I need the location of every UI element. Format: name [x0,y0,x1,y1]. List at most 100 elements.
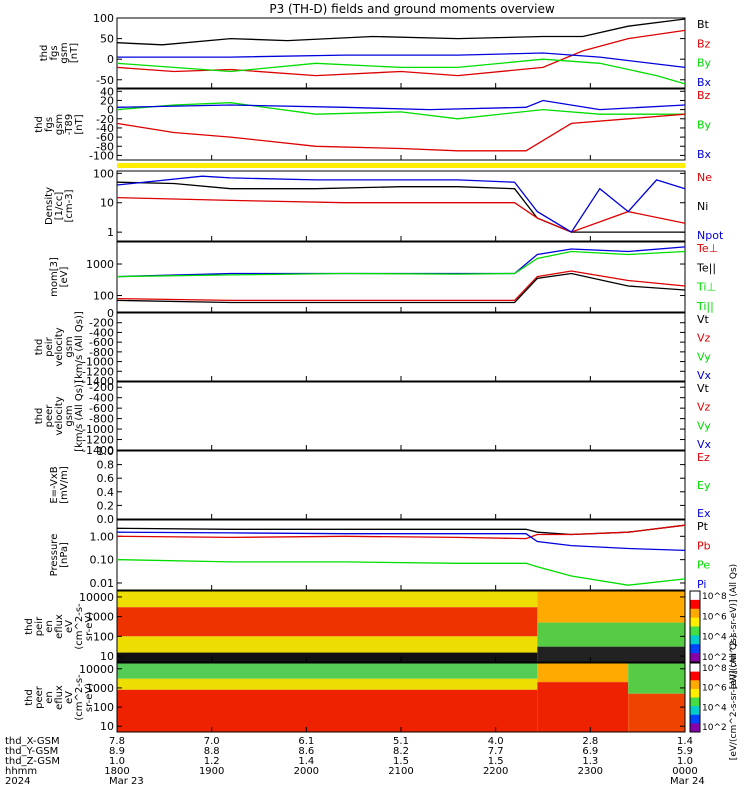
panel-peer-velocity: -200-400-600-800-1000-1200-1400thdpeerve… [34,380,712,457]
y-axis-label-line: [km/s (All Qs)] [74,380,85,452]
y-tick-label: -600 [89,402,114,415]
y-axis-label-line: gsm [64,405,75,426]
y-axis-label-line: [nPa] [59,542,70,568]
y-axis-label-line: en [44,691,55,704]
ephemeris-value: 1800 [104,766,129,777]
spectrogram-band [117,607,538,637]
colorbar-tick-label: 10^4 [702,703,727,713]
legend-entry: By [697,57,712,70]
panel-efield: 1.00.80.60.40.20.0 E=-VxB[mV/m] Ez Ey Ex [49,445,711,526]
colorbar-segment [690,680,700,690]
legend-entry: Bz [697,89,711,102]
colorbar-label: [eV/(cm^2-s-sr-eV)] (All Qs) [729,635,739,760]
y-axis-label-line: E=-VxB [49,466,60,503]
y-tick-label: 0.4 [97,486,115,499]
ephemeris-value: 8.9 [109,746,125,757]
spectrogram-band [537,622,685,647]
ephemeris-row-label: thd_X-GSM [5,736,60,747]
y-axis-label-line: [1/cc] [54,192,65,221]
legend-entry: Vy [697,350,711,363]
y-tick-label: 1 [107,226,114,239]
ephemeris-row-label: hhmm [5,766,37,777]
y-tick-label: -40 [96,122,114,135]
legend-entry: Pb [697,539,711,552]
ephemeris-value: 2000 [294,766,319,777]
series-bt [116,18,686,46]
colorbar-segment [690,706,700,716]
colorbar-segment [690,617,700,627]
legend-entry: Bx [697,76,712,89]
y-axis-label-line: eflux [54,614,65,639]
legend-entry: By [697,119,712,132]
legend-entry: Vx [697,438,712,451]
ephemeris-value: 7.7 [488,746,504,757]
y-tick-label: 10000 [79,591,114,604]
series-bz [116,113,686,152]
series-te [116,270,686,302]
y-tick-label: -1000 [82,423,114,436]
y-axis-label-line: thd [24,618,35,635]
y-axis-label: Pressure[nPa] [49,534,70,577]
legend-entry: Vx [697,369,712,382]
series-pe [116,558,686,586]
legend-entry: Te⊥ [696,242,718,255]
colorbar-segment [690,626,700,636]
colorbar: 10^8 10^6 10^4 10^2 [eV/(cm^2-s-sr-eV)] (All… [689,564,739,689]
ephemeris-value: 4.0 [488,736,504,747]
y-tick-label: -800 [89,413,114,426]
colorbar-tick-label: 10^6 [702,612,727,622]
colorbar-segment [690,591,700,601]
spectrogram-band [117,689,538,732]
y-tick-label: -200 [89,381,114,394]
y-tick-label: 1000 [86,611,114,624]
panel-frame [116,312,686,382]
legend-entry: Ne [697,171,712,184]
ephemeris-value: 6.9 [582,746,598,757]
y-axis-label: thdpeerenefluxeV(cm^2-s-sr-eV) [24,674,95,721]
colorbar-tick-label: 10^2 [702,653,727,663]
series-ni [116,181,685,233]
series-by [116,58,686,85]
legend-entry: Vt [697,313,710,326]
colorbar-frame [689,662,701,733]
date-label: Mar 23 [109,776,144,787]
y-tick-label: -1400 [82,444,114,457]
y-axis-label-line: en [44,620,55,633]
legend-entry: Ey [697,479,711,492]
colorbar-segment [690,714,700,724]
ephemeris-value: 1.4 [677,736,693,747]
y-axis-label-line: velocity [54,396,65,435]
spectrogram-band [537,591,685,623]
legend-entry: Te|| [696,261,716,274]
colorbar-segment [690,644,700,654]
ephemeris-row-label: thd_Z-GSM [5,756,60,767]
y-tick-label: -400 [89,392,114,405]
ephemeris-value: 2300 [578,766,603,777]
colorbar: 10^8 10^6 10^4 10^2 [eV/(cm^2-s-sr-eV)] (All… [689,635,739,760]
y-tick-label: -1400 [82,375,114,388]
y-axis-label-line: thd [39,45,50,62]
y-axis-label-line: gsm [64,336,75,357]
y-axis-label: thdpeervelocitygsm[km/s (All Qs)] [34,380,85,452]
spectrogram-band [117,636,538,653]
series-te [116,272,686,304]
y-tick-label: -400 [89,326,114,339]
y-tick-label: 0.01 [90,577,115,590]
series-pb [116,524,686,540]
y-axis-label-line: peer [44,404,55,428]
colorbar-segment [690,671,700,681]
y-axis-label-line: sr-eV) [84,683,95,712]
series-by [116,102,685,120]
y-axis-label: thdpeirvelocitygsm[km/s (All Qs)] [34,311,85,383]
y-axis-label-line: gsm [54,114,65,135]
panels: 100500-50thdfgsgsm[nT]BtBzByBx40200-20-4… [24,12,739,760]
panel-frame [116,519,686,591]
ephemeris-value: 8.8 [204,746,220,757]
y-axis-label-line: thd [34,116,45,133]
ephemeris-value: 1.2 [204,756,220,767]
ephemeris-value: 1.3 [582,756,598,767]
y-axis-label-line: thd [34,408,45,425]
y-axis-label-line: -T89 [64,114,75,136]
y-axis-label-line: eflux [54,685,65,710]
